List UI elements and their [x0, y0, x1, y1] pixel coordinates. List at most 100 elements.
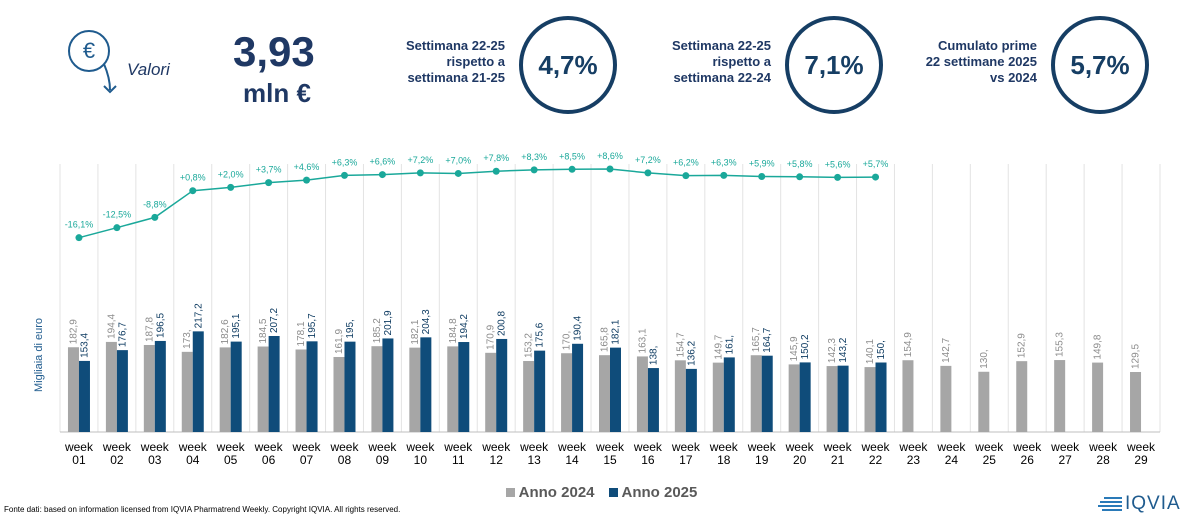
trend-label: +6,3% [711, 157, 737, 167]
bar [382, 338, 394, 432]
x-tick-label: week 15 [595, 440, 624, 467]
bar [409, 347, 421, 432]
bar-value-label: 204,3 [421, 309, 432, 334]
bar [219, 347, 231, 432]
x-tick-label: week 07 [292, 440, 321, 467]
bar-value-label: 164,7 [762, 327, 773, 352]
bar [371, 346, 383, 432]
bar [257, 346, 269, 432]
bar-value-label: 217,2 [193, 303, 204, 328]
trend-label: +6,6% [370, 157, 396, 167]
bar-value-label: 140,1 [865, 339, 876, 364]
bar-value-label: 187,8 [144, 317, 155, 342]
bar [1054, 360, 1066, 432]
bar [143, 344, 155, 432]
bar-value-label: 129,5 [1131, 344, 1142, 369]
bar-value-label: 170, [562, 331, 573, 350]
trend-point [530, 166, 538, 174]
trend-label: +8,3% [521, 152, 547, 162]
bar [181, 351, 193, 432]
legend-label: Anno 2024 [518, 484, 595, 501]
bar-value-label: 150,2 [800, 334, 811, 359]
bar-value-label: 176,7 [117, 322, 128, 347]
bar [1130, 371, 1142, 432]
euro-icon: € [68, 30, 110, 72]
bar-value-label: 195,1 [231, 313, 242, 338]
bar-value-label: 165,7 [751, 327, 762, 352]
logo-text: IQVIA [1125, 493, 1181, 514]
legend-item: Anno 2024 [505, 484, 595, 501]
trend-label: +5,7% [863, 159, 889, 169]
x-tick-label: week 11 [444, 440, 473, 467]
bar-value-label: 196,5 [155, 312, 166, 337]
legend-swatch [608, 488, 618, 497]
bar-value-label: 184,8 [448, 318, 459, 343]
x-tick-label: week 29 [1127, 440, 1156, 467]
trend-label: +7,2% [635, 155, 661, 165]
bar [1092, 362, 1104, 432]
x-tick-label: week 16 [633, 440, 662, 467]
trend-point [265, 179, 273, 187]
x-tick-label: week 13 [520, 440, 549, 467]
bar-value-label: 195, [345, 319, 356, 338]
bar [105, 341, 117, 432]
bar-value-label: 182,1 [410, 319, 421, 344]
legend-label: Anno 2025 [621, 484, 698, 501]
trend-point [720, 171, 728, 179]
trend-point [796, 173, 804, 181]
legend: Anno 2024 Anno 2025 [0, 484, 1203, 501]
kpi-value: 7,1% [785, 16, 883, 114]
bar-value-label: 175,6 [535, 322, 546, 347]
bar-value-label: 149,7 [713, 334, 724, 359]
bar [78, 360, 90, 432]
bar-value-label: 142,7 [941, 337, 952, 362]
bar-value-label: 173, [182, 329, 193, 348]
bar [864, 367, 876, 432]
x-tick-label: week 17 [671, 440, 700, 467]
bar [826, 366, 838, 432]
x-tick-label: week 06 [254, 440, 283, 467]
x-tick-label: week 23 [899, 440, 928, 467]
bar-value-label: 149,8 [1093, 334, 1104, 359]
trend-point [758, 173, 766, 181]
trend-point [454, 169, 462, 177]
bar-value-label: 154,7 [675, 332, 686, 357]
bar [458, 342, 470, 432]
x-tick-label: week 24 [937, 440, 966, 467]
bar [192, 331, 204, 432]
trend-label: +8,6% [597, 151, 623, 161]
bar [902, 360, 914, 432]
bar [116, 350, 128, 432]
bar-value-label: 182,6 [220, 319, 231, 344]
x-tick-label: week 25 [975, 440, 1004, 467]
trend-label: +2,0% [218, 169, 244, 179]
bar-value-label: 182,1 [611, 319, 622, 344]
trend-label: +7,8% [483, 153, 509, 163]
trend-point [682, 172, 690, 180]
trend-label: +7,0% [445, 155, 471, 165]
x-tick-label: week 02 [102, 440, 131, 467]
x-tick-label: week 10 [406, 440, 435, 467]
trend-line [78, 168, 876, 239]
arrow-icon [103, 63, 117, 94]
bar-value-label: 194,2 [459, 314, 470, 339]
bar [610, 347, 621, 432]
trend-label: +5,6% [825, 159, 851, 169]
kpi-value: 5,7% [1051, 16, 1149, 114]
bar-value-label: 136,2 [686, 340, 697, 365]
header-label: Valori [127, 60, 170, 79]
bar [647, 368, 659, 432]
x-tick-label: week 09 [368, 440, 397, 467]
bar-value-label: 152,9 [1017, 333, 1028, 358]
trend-point [113, 224, 121, 232]
x-tick-label: week 14 [558, 440, 587, 467]
bar [837, 365, 849, 432]
x-tick-label: week 12 [482, 440, 511, 467]
bar [333, 356, 345, 432]
trend-point [303, 176, 311, 184]
x-tick-label: week 08 [330, 440, 359, 467]
x-tick-label: week 21 [823, 440, 852, 467]
bar-value-label: 201,9 [383, 310, 394, 335]
bar-value-label: 150, [876, 340, 887, 359]
bar-value-label: 184,5 [258, 318, 269, 343]
